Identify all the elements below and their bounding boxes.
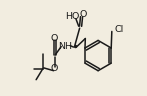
Text: HO: HO [65, 12, 79, 21]
Text: NH: NH [59, 42, 72, 51]
Text: O: O [79, 10, 87, 19]
Text: Cl: Cl [114, 25, 123, 34]
Text: O: O [51, 64, 58, 73]
Text: O: O [51, 34, 58, 43]
